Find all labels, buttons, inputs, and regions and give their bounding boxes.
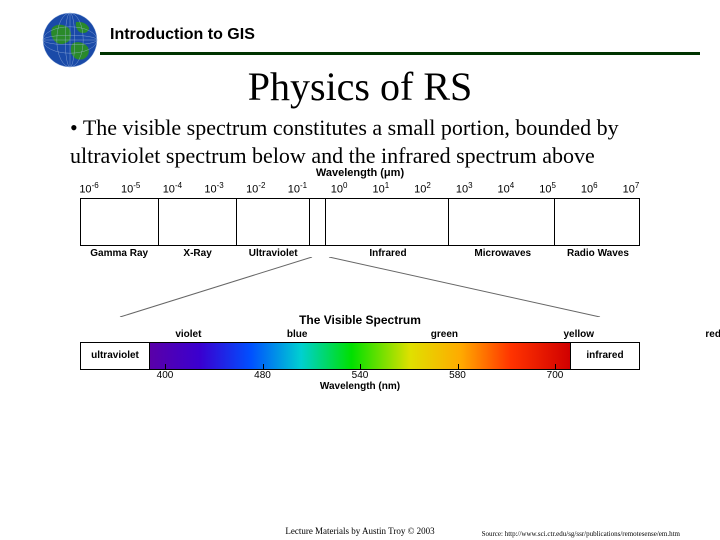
visible-band-label: green: [368, 329, 522, 340]
em-band-label: Microwaves: [450, 248, 556, 259]
visible-band-label: red: [636, 329, 720, 340]
visible-axis-label: Wavelength (nm): [40, 381, 680, 392]
em-tick: 107: [612, 181, 650, 196]
em-spectrum-chart: Wavelength (μm) 10-6 10-510-4 10-3 10-210-1…: [40, 167, 680, 392]
em-segment: [159, 199, 237, 245]
em-band-labels: Gamma RayX-RayUltraviolet InfraredMicrowa…: [40, 246, 680, 259]
visible-tick: 540: [345, 370, 375, 381]
visible-spectrum-title: The Visible Spectrum: [40, 313, 680, 327]
em-tick: 104: [487, 181, 525, 196]
em-tick: 101: [362, 181, 400, 196]
slide-header: Introduction to GIS: [0, 0, 720, 70]
em-segment: [555, 199, 639, 245]
uv-endcap: ultraviolet: [80, 342, 150, 370]
em-band-bar: [80, 198, 640, 246]
course-title: Introduction to GIS: [110, 26, 255, 44]
em-band-label: X-Ray: [158, 248, 236, 259]
em-band-label: Infrared: [326, 248, 449, 259]
em-tick: 10-6: [70, 181, 108, 196]
em-segment: [237, 199, 310, 245]
em-tick: 105: [529, 181, 567, 196]
visible-tick: 700: [540, 370, 570, 381]
visible-band-label: yellow: [521, 329, 636, 340]
header-divider: [100, 52, 700, 55]
visible-band-label: blue: [227, 329, 368, 340]
visible-tick: 580: [443, 370, 473, 381]
em-axis-label: Wavelength (μm): [40, 167, 680, 179]
visible-band-label: violet: [150, 329, 227, 340]
projection-lines: [80, 257, 640, 317]
em-segment: [81, 199, 159, 245]
em-segment: [310, 199, 327, 245]
em-tick: 106: [570, 181, 608, 196]
visible-tick: 400: [150, 370, 180, 381]
em-band-label: Ultraviolet: [237, 248, 310, 259]
em-tick: 10-4: [153, 181, 191, 196]
em-wavelength-ticks: 10-6 10-510-4 10-3 10-210-1 100 101 102103 104 1…: [40, 179, 680, 196]
visible-wavelength-ticks: 400 480 540 580 700: [150, 370, 570, 381]
footer-source: Source: http://www.sci.ctr.edu/sg/ssr/pu…: [482, 530, 680, 538]
ir-endcap: infrared: [570, 342, 640, 370]
em-tick: 10-1: [278, 181, 316, 196]
em-tick: 102: [404, 181, 442, 196]
em-segment: [449, 199, 555, 245]
em-band-label: Gamma Ray: [80, 248, 158, 259]
em-band-label: Radio Waves: [556, 248, 640, 259]
em-segment: [326, 199, 449, 245]
em-tick: 10-3: [195, 181, 233, 196]
em-tick: 10-5: [112, 181, 150, 196]
em-tick: 103: [445, 181, 483, 196]
em-tick: 10-2: [237, 181, 275, 196]
page-title: Physics of RS: [0, 63, 720, 110]
globe-icon: [40, 10, 100, 70]
bullet-text: The visible spectrum constitutes a small…: [0, 110, 720, 169]
visible-band-labels: violetbluegreenyellowred: [150, 329, 720, 340]
em-tick: 100: [320, 181, 358, 196]
visible-tick: 480: [248, 370, 278, 381]
